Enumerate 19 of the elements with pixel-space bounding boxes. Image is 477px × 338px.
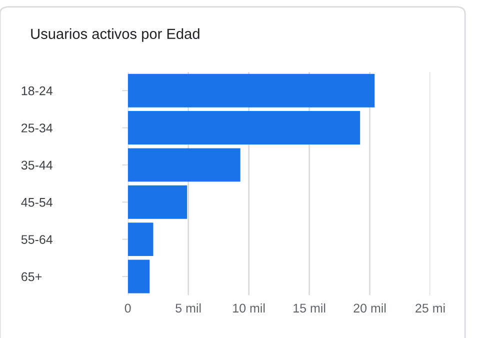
bar (128, 148, 240, 182)
bar (128, 260, 150, 294)
bar (128, 185, 188, 219)
x-tick-label: 0 (124, 304, 131, 313)
x-tick-label: 5 mil (176, 303, 201, 313)
x-tick-label: 10 mil (233, 303, 265, 313)
bar (128, 111, 360, 144)
bar (128, 74, 375, 108)
x-tick-label: 15 mil (294, 303, 326, 313)
y-tick-label: 18-24 (22, 86, 52, 96)
y-tick-label: 45-54 (21, 198, 52, 207)
bar (128, 222, 154, 256)
chart-title: Usuarios activos por Edad (31, 28, 200, 42)
x-tick-label: 25 mi (416, 303, 445, 313)
y-tick-label: 25-34 (22, 124, 52, 132)
y-tick-label: 55-64 (21, 235, 52, 244)
y-tick-label: 65+ (22, 272, 42, 282)
y-tick-label: 35-44 (21, 160, 52, 170)
x-tick-label: 20 mil (354, 303, 386, 313)
